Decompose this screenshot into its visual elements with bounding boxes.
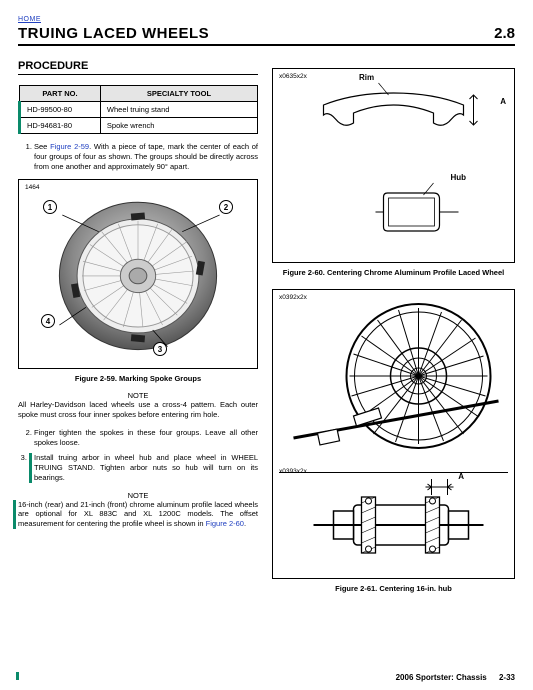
cell-partno: HD-94681-80 [20,118,101,134]
table-row: HD-94681-80 Spoke wrench [20,118,258,134]
figure-61-caption: Figure 2-61. Centering 16-in. hub [272,584,515,593]
figure-60: x0635x2x Rim A Hub [272,68,515,263]
dimension-a-2: A [458,472,464,481]
note-2-text: 16-inch (rear) and 21-inch (front) chrom… [13,500,258,529]
figure-ref[interactable]: Figure 2-60 [206,519,244,528]
wheel-illustration [25,186,251,356]
hub-label: Hub [450,173,466,182]
figure-ref[interactable]: Figure 2-59 [50,142,89,151]
footer-book: 2006 Sportster: Chassis [396,673,487,682]
right-column: x0635x2x Rim A Hub Figure 2-60. C [272,60,515,593]
title-bar: TRUING LACED WHEELS 2.8 [18,25,515,46]
left-column: PROCEDURE PART NO. SPECIALTY TOOL HD-995… [18,60,258,593]
table-row: HD-99500-80 Wheel truing stand [20,102,258,118]
note-label-2: NOTE [18,491,258,500]
footer-page: 2-33 [499,673,515,682]
step-2: Finger tighten the spokes in these four … [34,428,258,448]
rim-hub-diagram [279,75,508,255]
figure-59-caption: Figure 2-59. Marking Spoke Groups [18,374,258,383]
page-footer: 2006 Sportster: Chassis 2-33 [396,673,515,682]
rim-label: Rim [359,73,374,82]
step-list: See Figure 2-59. With a piece of tape, m… [34,142,258,171]
step-1: See Figure 2-59. With a piece of tape, m… [34,142,258,171]
section-number: 2.8 [494,25,515,42]
cell-tool: Spoke wrench [100,118,257,134]
figure-id: x0392x2x [279,294,307,301]
figure-id: 1464 [25,184,39,191]
procedure-heading: PROCEDURE [18,60,258,75]
figure-59: 1464 [18,179,258,369]
th-tool: SPECIALTY TOOL [100,86,257,102]
change-bar-icon [16,672,19,680]
cell-partno: HD-99500-80 [20,102,101,118]
wheel-centering-top [279,296,508,468]
figure-61: x0392x2x [272,289,515,579]
th-partno: PART NO. [20,86,101,102]
step-3: Install truing arbor in wheel hub and pl… [29,453,258,482]
hub-side-view [279,473,508,568]
figure-id-2: x0393x2x [279,468,307,475]
figure-60-caption: Figure 2-60. Centering Chrome Aluminum P… [272,268,515,277]
step-list-2: Finger tighten the spokes in these four … [34,428,258,483]
page-title: TRUING LACED WHEELS [18,25,209,42]
home-link[interactable]: HOME [18,16,41,23]
note-1-text: All Harley-Davidson laced wheels use a c… [18,400,258,420]
note-label: NOTE [18,391,258,400]
dimension-a: A [500,97,506,106]
cell-tool: Wheel truing stand [100,102,257,118]
parts-table: PART NO. SPECIALTY TOOL HD-99500-80 Whee… [18,85,258,134]
figure-id: x0635x2x [279,73,307,80]
